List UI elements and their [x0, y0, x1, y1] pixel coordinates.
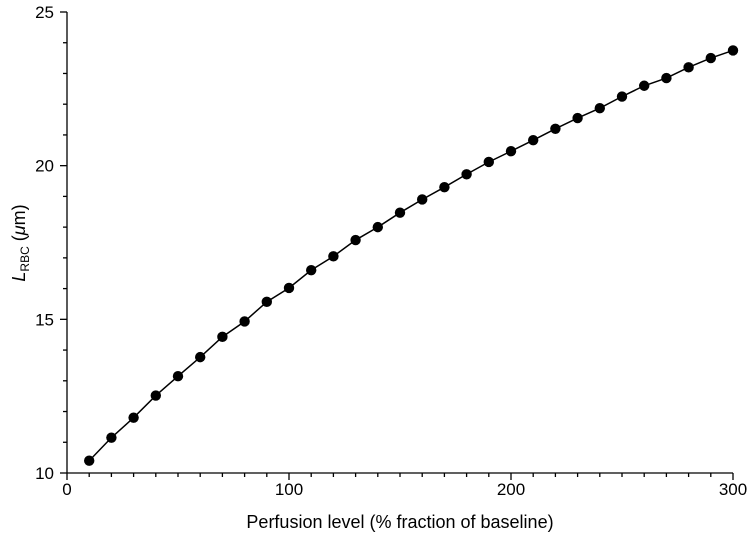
- y-axis-title-unit-open: (: [9, 235, 29, 246]
- y-axis-title-main: L: [9, 272, 29, 282]
- x-tick-label: 0: [62, 480, 71, 499]
- series-line: [88, 49, 734, 462]
- x-tick-label: 100: [275, 480, 303, 499]
- y-tick-label: 20: [35, 157, 54, 176]
- data-point: [239, 316, 250, 327]
- y-tick-label: 25: [35, 3, 54, 22]
- series-group: [84, 45, 739, 466]
- data-point: [439, 181, 450, 193]
- data-point: [417, 194, 428, 205]
- data-point: [217, 331, 228, 343]
- data-point: [150, 390, 161, 401]
- axes: [66, 12, 733, 474]
- data-point: [306, 264, 317, 276]
- y-tick-label: 10: [35, 464, 54, 483]
- data-point: [505, 146, 517, 157]
- y-axis-title-subscript: RBC: [18, 246, 32, 272]
- y-tick-label: 15: [35, 310, 54, 329]
- y-axis-ticks: 10 15 20 25: [35, 3, 67, 483]
- data-point: [661, 72, 672, 84]
- data-point: [106, 432, 117, 443]
- data-point: [528, 134, 539, 146]
- data-point: [283, 282, 295, 294]
- y-axis-title: LRBC (μm): [9, 204, 32, 281]
- data-point: [705, 52, 716, 64]
- x-axis-ticks: 0 100 200 300: [62, 473, 747, 499]
- x-axis-title: Perfusion level (% fraction of baseline): [246, 512, 553, 532]
- data-point: [328, 251, 339, 262]
- data-point: [84, 455, 95, 466]
- data-point: [461, 169, 472, 180]
- data-point: [195, 351, 206, 363]
- data-point: [128, 412, 139, 423]
- data-point: [261, 296, 272, 308]
- y-axis-title-unit-mu: μ: [9, 225, 29, 236]
- y-axis-title-unit-rest: m): [9, 204, 29, 225]
- data-point: [550, 123, 561, 134]
- data-point: [372, 221, 383, 233]
- data-point: [483, 156, 494, 168]
- data-point: [683, 62, 694, 73]
- data-point: [172, 370, 184, 382]
- data-point: [594, 102, 605, 114]
- data-point: [727, 45, 739, 56]
- data-point: [639, 80, 650, 91]
- data-point: [394, 207, 406, 218]
- data-point: [350, 234, 361, 246]
- data-point: [616, 91, 628, 102]
- data-point: [572, 112, 583, 124]
- x-tick-label: 300: [719, 480, 747, 499]
- x-tick-label: 200: [497, 480, 525, 499]
